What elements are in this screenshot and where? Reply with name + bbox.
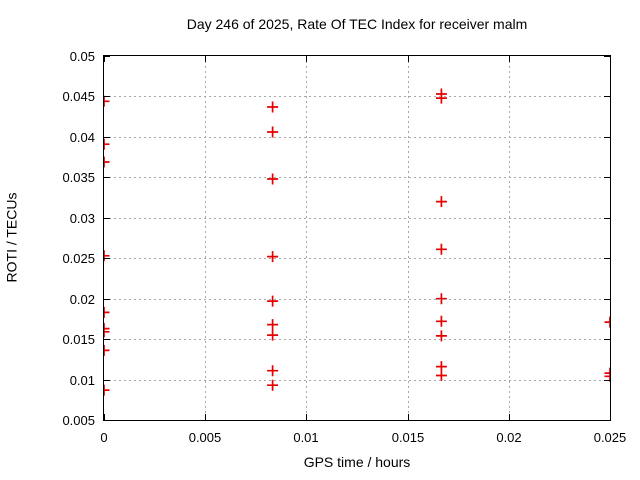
y-tick-mark: [104, 258, 110, 259]
gridline-horizontal: [104, 137, 610, 138]
y-tick-mark: [604, 339, 610, 340]
y-tick-label: 0.04: [69, 130, 95, 145]
y-tick-mark: [104, 218, 110, 219]
x-tick-mark: [306, 56, 307, 62]
y-tick-mark: [104, 56, 110, 57]
y-tick-mark: [604, 380, 610, 381]
y-tick-mark: [604, 299, 610, 300]
y-tick-mark: [604, 177, 610, 178]
y-tick-label: 0.045: [62, 89, 95, 104]
x-tick-mark: [509, 414, 510, 420]
x-tick-mark: [205, 56, 206, 62]
gridline-vertical: [306, 56, 307, 420]
y-tick-label: 0.01: [69, 373, 95, 388]
y-tick-label: 0.015: [62, 332, 95, 347]
y-tick-mark: [104, 339, 110, 340]
data-points: [104, 88, 610, 396]
y-tick-mark: [104, 420, 110, 421]
gridline-vertical: [205, 56, 206, 420]
y-tick-mark: [604, 96, 610, 97]
gridline-horizontal: [104, 177, 610, 178]
y-tick-mark: [604, 258, 610, 259]
y-tick-label: 0.05: [69, 49, 95, 64]
y-tick-label: 0.03: [69, 211, 95, 226]
x-tick-mark: [509, 56, 510, 62]
chart-title: Day 246 of 2025, Rate Of TEC Index for r…: [186, 16, 528, 32]
y-tick-mark: [604, 56, 610, 57]
gridline-horizontal: [104, 339, 610, 340]
gridline-vertical: [408, 56, 409, 420]
gridline-vertical: [509, 56, 510, 420]
y-tick-mark: [104, 96, 110, 97]
x-tick-label: 0.005: [188, 430, 222, 445]
y-tick-mark: [604, 137, 610, 138]
x-tick-label: 0.01: [293, 430, 319, 445]
x-tick-mark: [610, 56, 611, 62]
plot-area: [103, 55, 611, 421]
x-tick-label: 0: [100, 430, 108, 445]
x-tick-mark: [306, 414, 307, 420]
y-tick-mark: [604, 420, 610, 421]
gridline-horizontal: [104, 218, 610, 219]
x-tick-mark: [408, 56, 409, 62]
gridline-horizontal: [104, 299, 610, 300]
data-points-layer: [104, 88, 610, 396]
y-tick-mark: [604, 218, 610, 219]
y-tick-mark: [104, 299, 110, 300]
y-axis-label: ROTI / TECUs: [3, 192, 20, 283]
x-tick-label: 0.025: [593, 430, 627, 445]
x-tick-mark: [205, 414, 206, 420]
y-tick-label: 0.035: [62, 170, 95, 185]
x-axis-label: GPS time / hours: [303, 454, 411, 470]
gridline-horizontal: [104, 258, 610, 259]
y-tick-mark: [104, 380, 110, 381]
x-tick-label: 0.02: [496, 430, 522, 445]
x-tick-mark: [408, 414, 409, 420]
x-tick-mark: [610, 414, 611, 420]
y-tick-label: 0.005: [62, 413, 95, 428]
gridline-horizontal: [104, 380, 610, 381]
x-tick-label: 0.015: [391, 430, 425, 445]
y-tick-label: 0.02: [69, 292, 95, 307]
y-tick-mark: [104, 137, 110, 138]
gridline-horizontal: [104, 96, 610, 97]
x-tick-mark: [104, 56, 105, 62]
y-tick-mark: [104, 177, 110, 178]
x-tick-mark: [104, 414, 105, 420]
y-tick-label: 0.025: [62, 251, 95, 266]
